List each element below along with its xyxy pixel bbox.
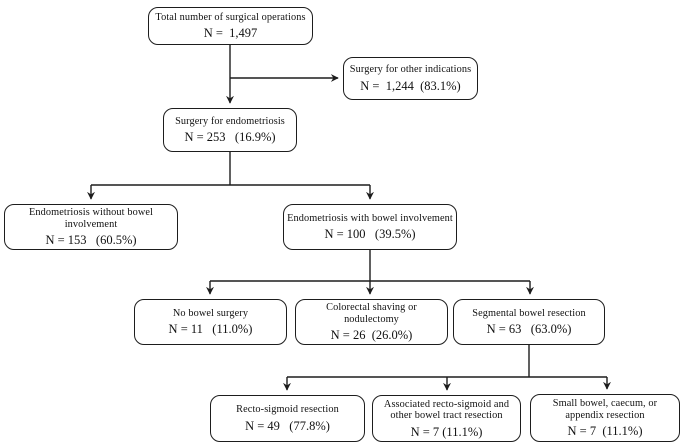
node-value: N = 49 (77.8%) [245,418,330,433]
node-value: N = 253 (16.9%) [184,130,276,145]
node-label: Endometriosis with bowel involvement [287,212,453,224]
node-value: N = 11 (11.0%) [168,322,253,337]
node-value: N = 7 (11.1%) [410,424,483,439]
node-small-bowel-caecum-appendix: Small bowel, caecum, or appendix resecti… [530,394,680,442]
node-value: N = 7 (11.1%) [567,424,643,438]
node-surgery-other-indications: Surgery for other indications N = 1,244 … [343,57,478,100]
node-label: Total number of surgical operations [155,11,306,23]
node-value: N = 1,244 (83.1%) [360,78,461,93]
node-label: Surgery for other indications [349,64,472,76]
node-label: Segmental bowel resection [472,307,586,319]
node-no-bowel-surgery: No bowel surgery N = 11 (11.0%) [134,299,287,345]
node-label: Surgery for endometriosis [175,115,285,127]
node-label: Associated recto-sigmoid and other bowel… [383,398,510,422]
node-label: Small bowel, caecum, or appendix resecti… [552,398,658,421]
node-value: N = 1,497 [203,26,258,41]
node-colorectal-shaving: Colorectal shaving or nodulectomy N = 26… [295,299,448,345]
node-value: N = 26 (26.0%) [330,328,413,342]
node-label: Colorectal shaving or nodulectomy [326,302,417,325]
node-endometriosis-with-bowel: Endometriosis with bowel involvement N =… [283,204,457,250]
node-value: N = 153 (60.5%) [45,233,137,247]
node-segmental-bowel-resection: Segmental bowel resection N = 63 (63.0%) [453,299,605,345]
node-value: N = 100 (39.5%) [324,227,416,242]
node-value: N = 63 (63.0%) [486,322,572,337]
node-surgery-endometriosis: Surgery for endometriosis N = 253 (16.9%… [163,108,297,152]
node-associated-recto-sigmoid-resection: Associated recto-sigmoid and other bowel… [372,395,521,442]
node-recto-sigmoid-resection: Recto-sigmoid resection N = 49 (77.8%) [210,395,365,442]
node-total-operations: Total number of surgical operations N = … [148,7,313,45]
node-label: No bowel surgery [172,307,249,319]
node-label: Recto-sigmoid resection [236,404,339,416]
node-endometriosis-without-bowel: Endometriosis without bowel involvement … [4,204,178,250]
node-label: Endometriosis without bowel involvement [29,207,153,230]
